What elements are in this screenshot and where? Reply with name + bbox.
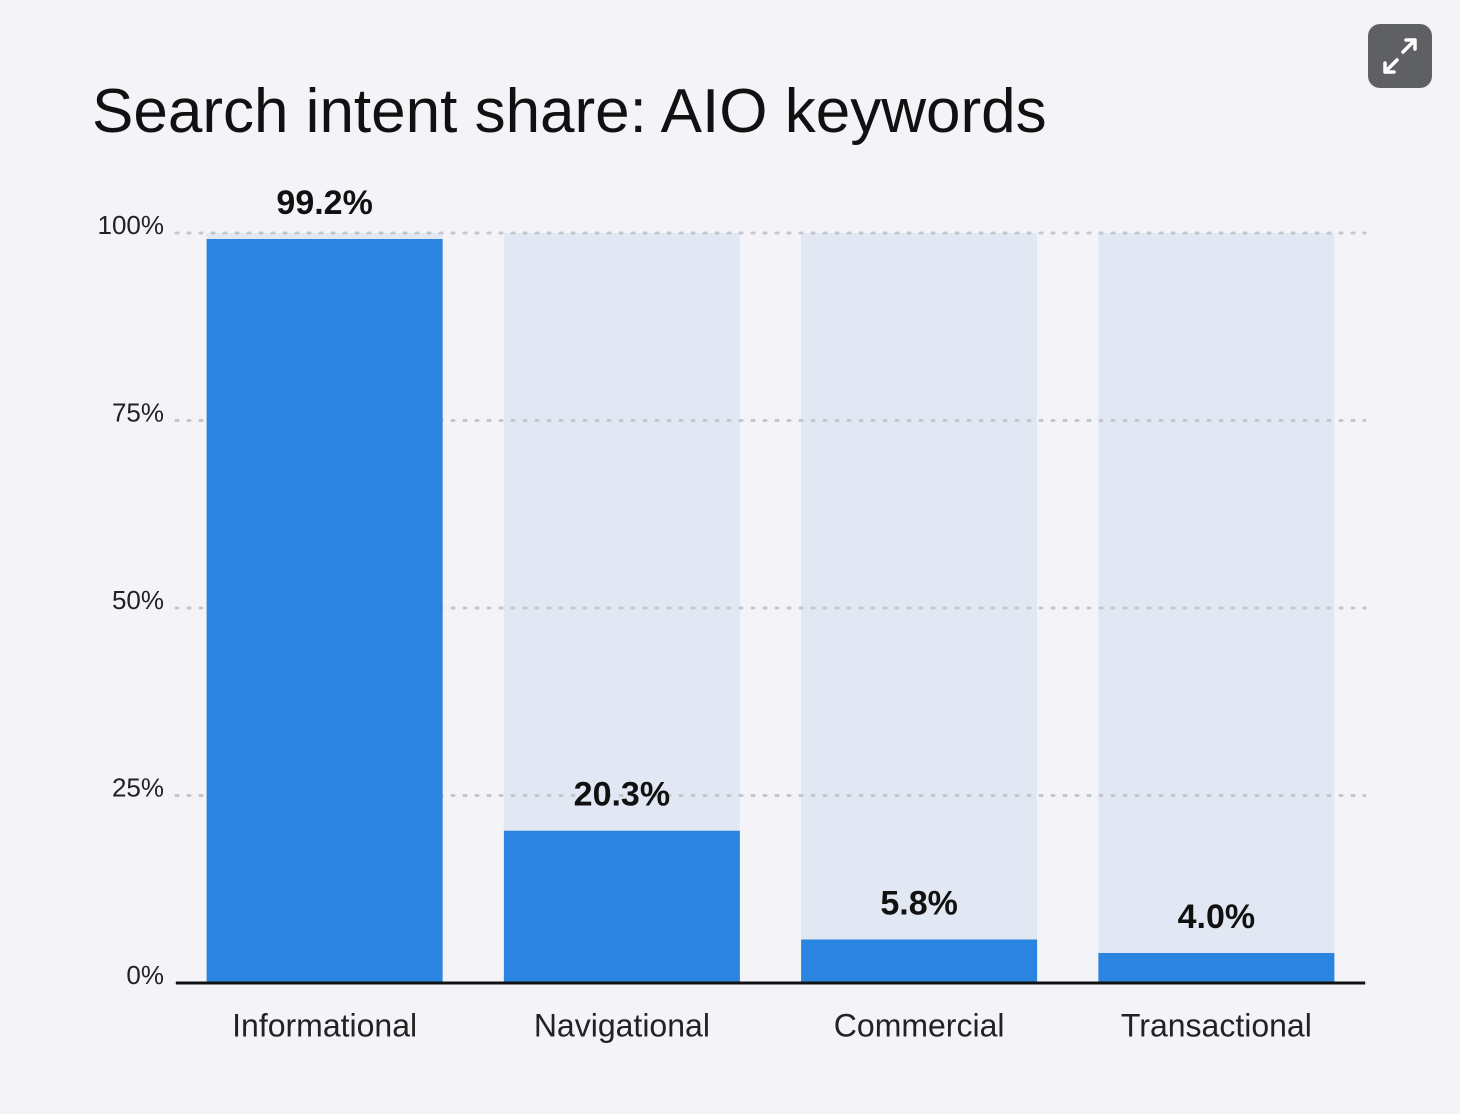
y-tick-label: 50% <box>112 585 164 615</box>
value-label: 99.2% <box>276 184 372 222</box>
y-tick-label: 25% <box>112 772 164 802</box>
expand-button-bg[interactable] <box>1368 24 1432 88</box>
value-label: 20.3% <box>574 776 670 814</box>
value-label: 5.8% <box>880 884 958 922</box>
chart-title: Search intent share: AIO keywords <box>92 77 1047 146</box>
expand-icon[interactable] <box>1383 38 1417 74</box>
bar-track <box>1098 233 1335 983</box>
x-tick-label: Navigational <box>534 1007 710 1043</box>
value-label: 4.0% <box>1178 898 1256 936</box>
bar <box>503 830 740 983</box>
x-tick-label: Commercial <box>834 1007 1005 1043</box>
y-tick-label: 100% <box>98 210 165 240</box>
expand-button[interactable] <box>1368 24 1432 88</box>
y-tick-label: 75% <box>112 397 164 427</box>
bar <box>1098 953 1335 983</box>
x-tick-label: Informational <box>232 1007 417 1043</box>
x-tick-label: Transactional <box>1121 1007 1312 1043</box>
y-tick-label: 0% <box>126 960 164 990</box>
bar <box>206 239 443 983</box>
bar <box>801 939 1038 983</box>
